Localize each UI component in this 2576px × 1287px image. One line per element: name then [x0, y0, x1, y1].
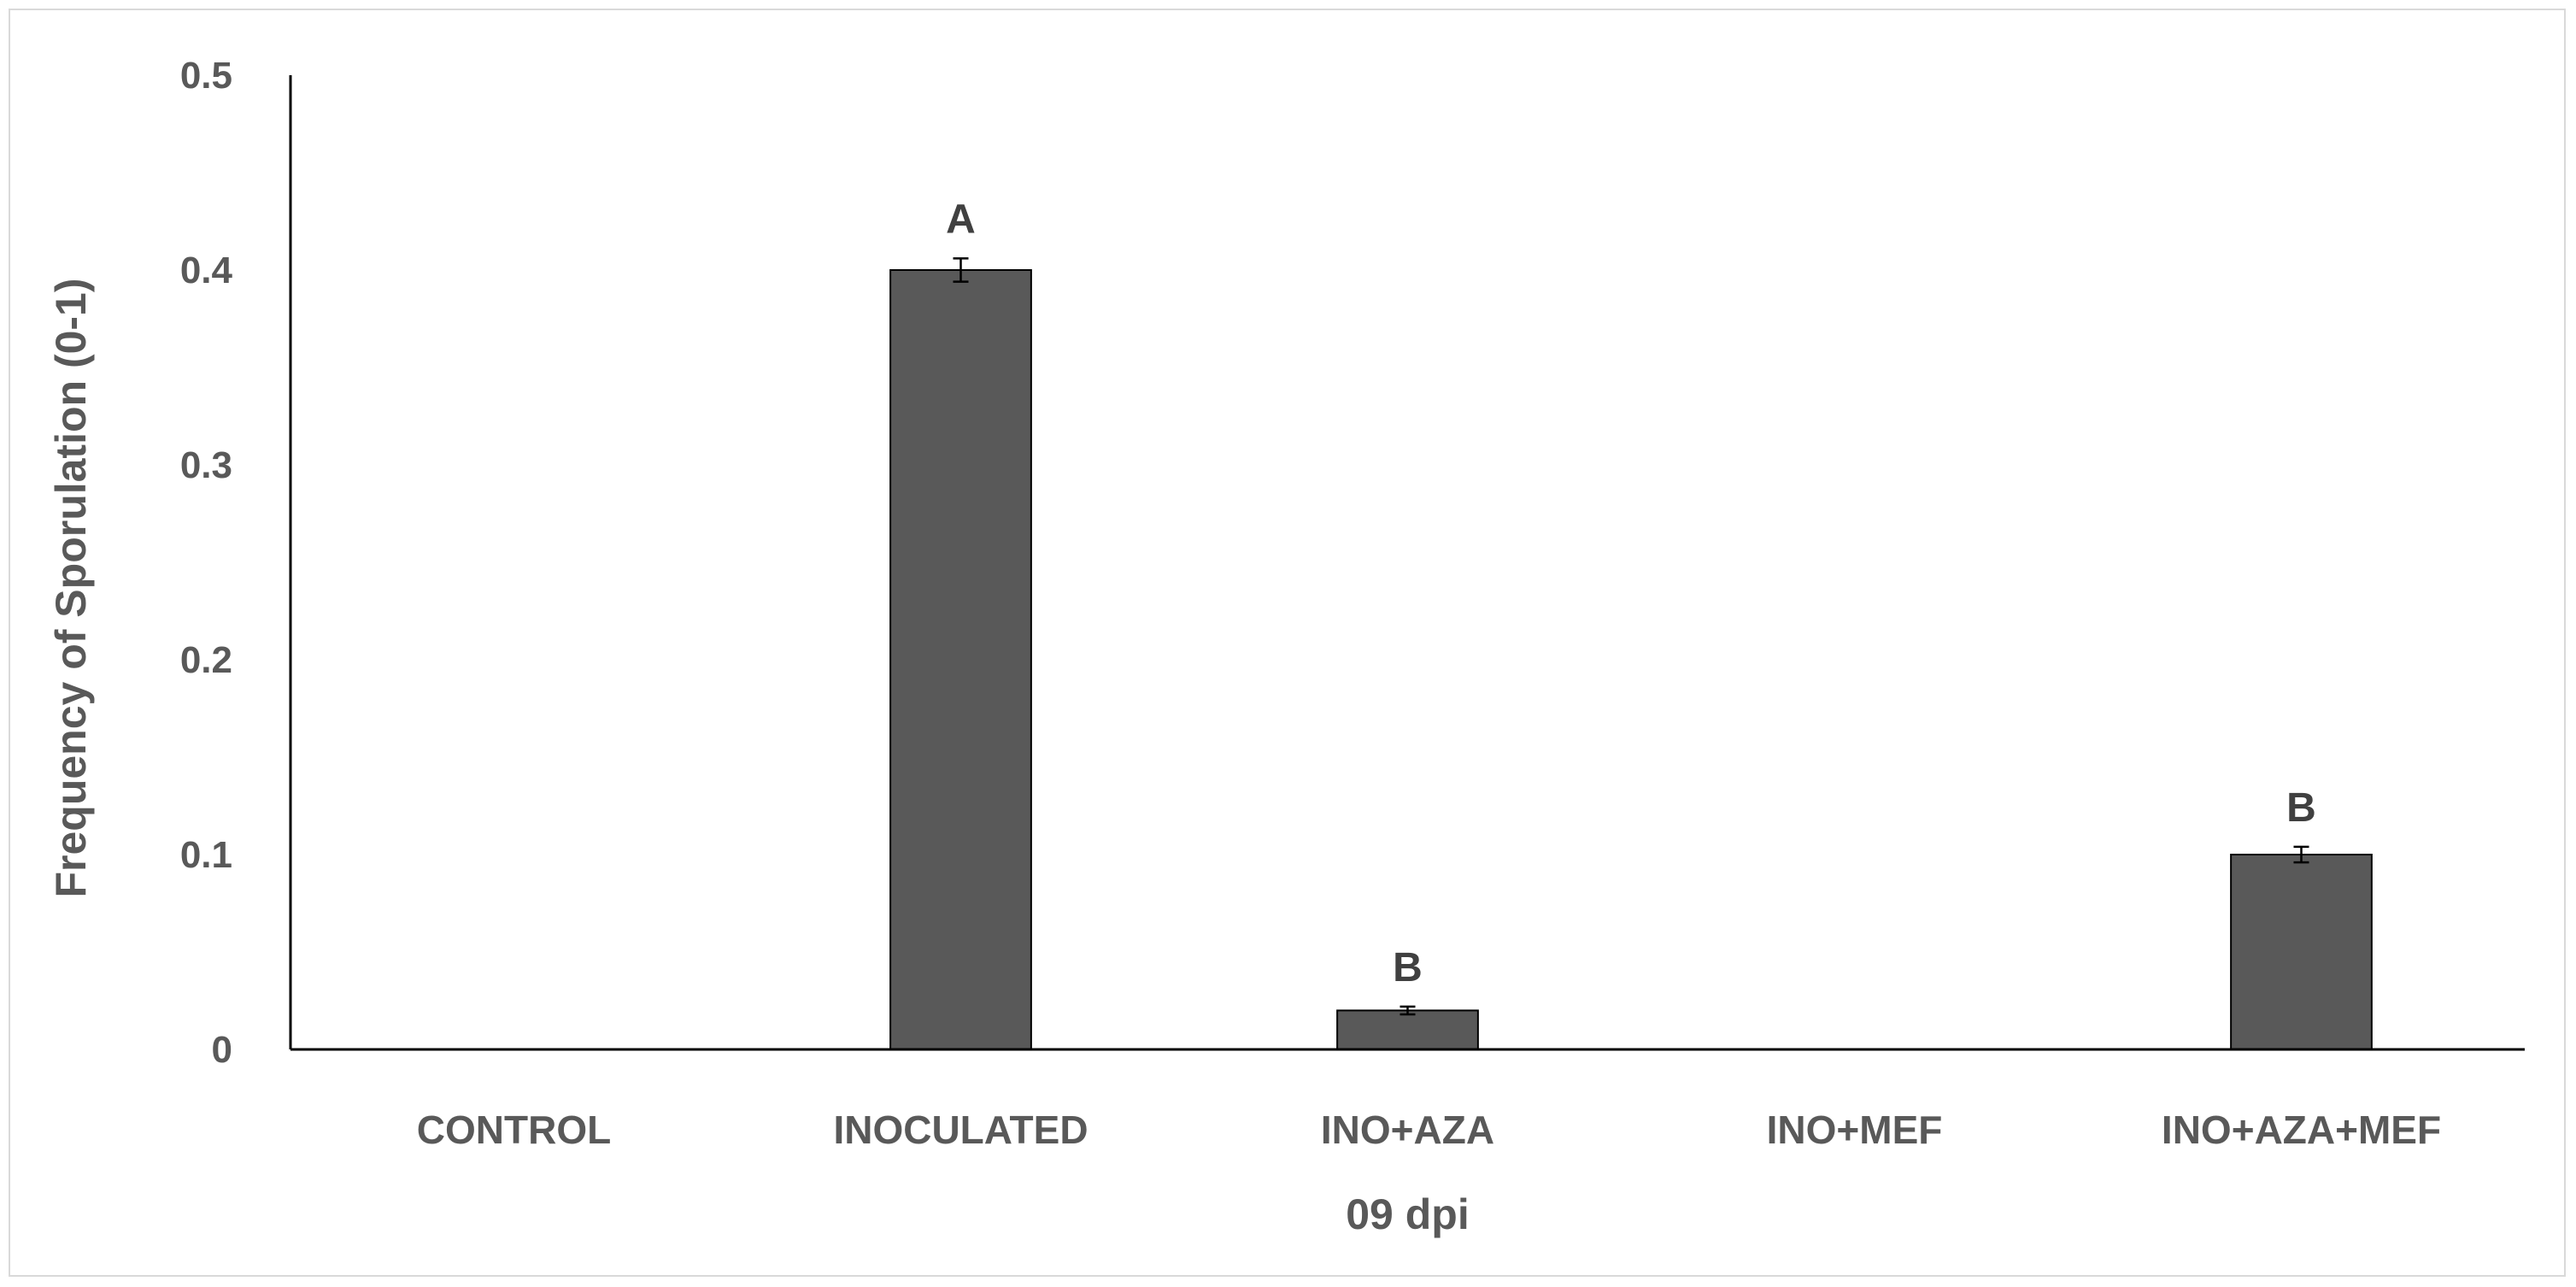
x-category-label: INO+AZA — [1321, 1108, 1494, 1152]
y-tick-label: 0.1 — [180, 834, 232, 876]
bar — [1336, 1009, 1479, 1051]
x-category-label: INO+AZA+MEF — [2162, 1108, 2441, 1152]
significance-labels: A B B — [946, 197, 2316, 990]
x-category-label: INOCULATED — [833, 1108, 1088, 1152]
error-bar — [1399, 1005, 1416, 1016]
error-bars-group — [953, 257, 2309, 1016]
y-tick-label: 0 — [212, 1029, 232, 1071]
y-tick-label: 0.5 — [180, 55, 232, 97]
significance-label: B — [2286, 785, 2316, 831]
y-tick-labels: 0 0.1 0.2 0.3 0.4 0.5 — [180, 55, 233, 1071]
y-axis-title: Frequency of Sporulation (0-1) — [47, 278, 95, 897]
x-category-label: CONTROL — [417, 1108, 611, 1152]
x-axis-title: 09 dpi — [1346, 1190, 1469, 1238]
y-tick-label: 0.2 — [180, 639, 232, 681]
x-category-labels: CONTROL INOCULATED INO+AZA INO+MEF INO+AZA+M… — [417, 1108, 2441, 1152]
bar — [2230, 854, 2373, 1050]
significance-label: B — [1393, 945, 1423, 990]
error-bar — [2293, 845, 2309, 864]
error-bar — [953, 257, 969, 283]
bars-group — [889, 269, 2373, 1051]
y-tick-label: 0.3 — [180, 444, 232, 486]
chart-frame — [9, 9, 2566, 1277]
y-tick-label: 0.4 — [180, 250, 233, 291]
x-category-label: INO+MEF — [1767, 1108, 1943, 1152]
bar — [889, 269, 1032, 1050]
significance-label: A — [946, 197, 976, 242]
